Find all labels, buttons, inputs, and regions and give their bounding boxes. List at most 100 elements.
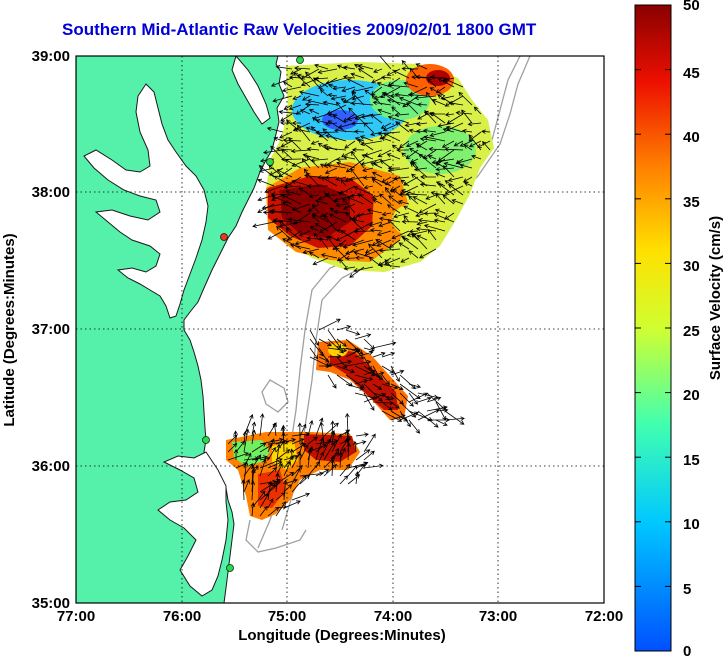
velocity-arrow <box>278 221 302 228</box>
velocity-arrow <box>391 106 401 115</box>
velocity-arrow <box>363 347 375 352</box>
velocity-arrow <box>446 113 464 124</box>
velocity-arrow <box>403 81 419 88</box>
velocity-arrow <box>426 396 442 403</box>
velocity-arrow <box>471 154 482 160</box>
velocity-arrow <box>399 374 417 390</box>
velocity-arrow <box>434 208 446 214</box>
velocity-arrow <box>331 433 342 453</box>
velocity-arrow <box>311 214 320 223</box>
velocity-arrow <box>282 81 293 88</box>
velocity-arrow <box>338 258 347 268</box>
velocity-arrow <box>467 121 482 127</box>
velocity-arrow <box>477 140 491 148</box>
velocity-arrow <box>351 95 365 101</box>
velocity-arrow <box>308 251 320 259</box>
velocity-arrow <box>381 374 390 386</box>
velocity-arrow <box>354 255 365 261</box>
velocity-arrow <box>444 112 455 117</box>
velocity-arrow <box>282 201 302 214</box>
velocity-arrow <box>308 108 320 115</box>
velocity-arrow <box>400 257 410 263</box>
velocity-arrow <box>403 214 410 223</box>
velocity-arrow <box>273 136 284 142</box>
velocity-arrow <box>284 159 302 169</box>
velocity-arrow <box>243 479 250 493</box>
velocity-arrow <box>451 199 464 205</box>
velocity-arrow <box>420 174 437 180</box>
velocity-arrow <box>345 359 372 367</box>
hf-radar-stations <box>202 56 304 572</box>
velocity-arrow <box>271 195 293 205</box>
velocity-arrow <box>332 85 347 91</box>
velocity-arrow <box>363 369 376 376</box>
velocity-arrow <box>270 191 293 197</box>
velocity-arrow <box>267 498 274 509</box>
velocity-arrow <box>443 161 464 169</box>
velocity-arrow <box>296 73 311 79</box>
colorbar-tick-label: 30 <box>683 258 700 275</box>
velocity-arrow <box>259 444 274 453</box>
velocity-arrow <box>302 95 311 101</box>
velocity-arrow <box>357 63 374 70</box>
velocity-arrow <box>275 492 286 501</box>
velocity-arrow <box>419 136 437 142</box>
velocity-arrow <box>442 127 455 133</box>
velocity-arrow <box>431 98 446 106</box>
velocity-arrow <box>250 464 256 485</box>
velocity-arrow <box>276 169 293 178</box>
colorbar-tick-label: 40 <box>683 129 700 146</box>
velocity-arrow <box>327 374 337 389</box>
velocity-arrow <box>309 226 320 232</box>
velocity-arrow <box>280 140 293 148</box>
velocity-arrow <box>416 234 428 241</box>
velocity-arrow <box>299 471 324 477</box>
velocity-arrow <box>361 154 374 160</box>
velocity-arrow <box>299 423 307 437</box>
velocity-arrow <box>429 87 446 97</box>
station-marker <box>226 564 234 572</box>
velocity-arrow <box>415 63 428 70</box>
velocity-arrow <box>267 506 280 517</box>
velocity-arrow <box>435 158 446 166</box>
velocity-arrow <box>315 437 324 461</box>
velocity-arrow <box>291 179 311 187</box>
velocity-arrow <box>399 392 414 407</box>
velocity-arrow <box>275 463 283 477</box>
velocity-arrow <box>424 110 437 124</box>
velocity-arrow <box>320 253 338 259</box>
velocity-arrow <box>459 163 473 169</box>
velocity-arrow <box>379 193 392 205</box>
velocity-arrow <box>326 235 338 250</box>
velocity-arrow <box>350 72 365 79</box>
velocity-arrow <box>319 237 329 250</box>
x-tick-label: 76:00 <box>163 608 201 625</box>
velocity-arrow <box>362 167 374 173</box>
velocity-arrow <box>344 140 356 149</box>
velocity-arrow <box>345 349 361 358</box>
velocity-arrow <box>411 173 428 187</box>
velocity-arrow <box>406 102 419 115</box>
velocity-arrow <box>430 74 446 80</box>
velocity-arrow <box>259 413 265 437</box>
velocity-arrow <box>363 122 374 133</box>
velocity-arrow <box>307 203 320 212</box>
velocity-arrow <box>368 256 383 268</box>
velocity-arrow <box>288 137 302 151</box>
velocity-arrow <box>336 64 347 70</box>
velocity-arrow <box>279 131 293 139</box>
velocity-arrow <box>398 242 410 250</box>
velocity-arrow <box>330 95 347 101</box>
velocity-arrow <box>250 480 256 501</box>
velocity-arrow <box>288 75 302 80</box>
velocity-arrow <box>290 148 311 154</box>
velocity-arrow <box>350 121 374 126</box>
velocity-arrow <box>355 449 371 461</box>
velocity-arrow <box>377 131 401 136</box>
velocity-arrow <box>342 74 356 80</box>
velocity-arrow <box>351 86 374 94</box>
velocity-arrow <box>345 158 365 173</box>
velocity-arrow <box>326 163 347 169</box>
velocity-arrow <box>372 365 381 379</box>
